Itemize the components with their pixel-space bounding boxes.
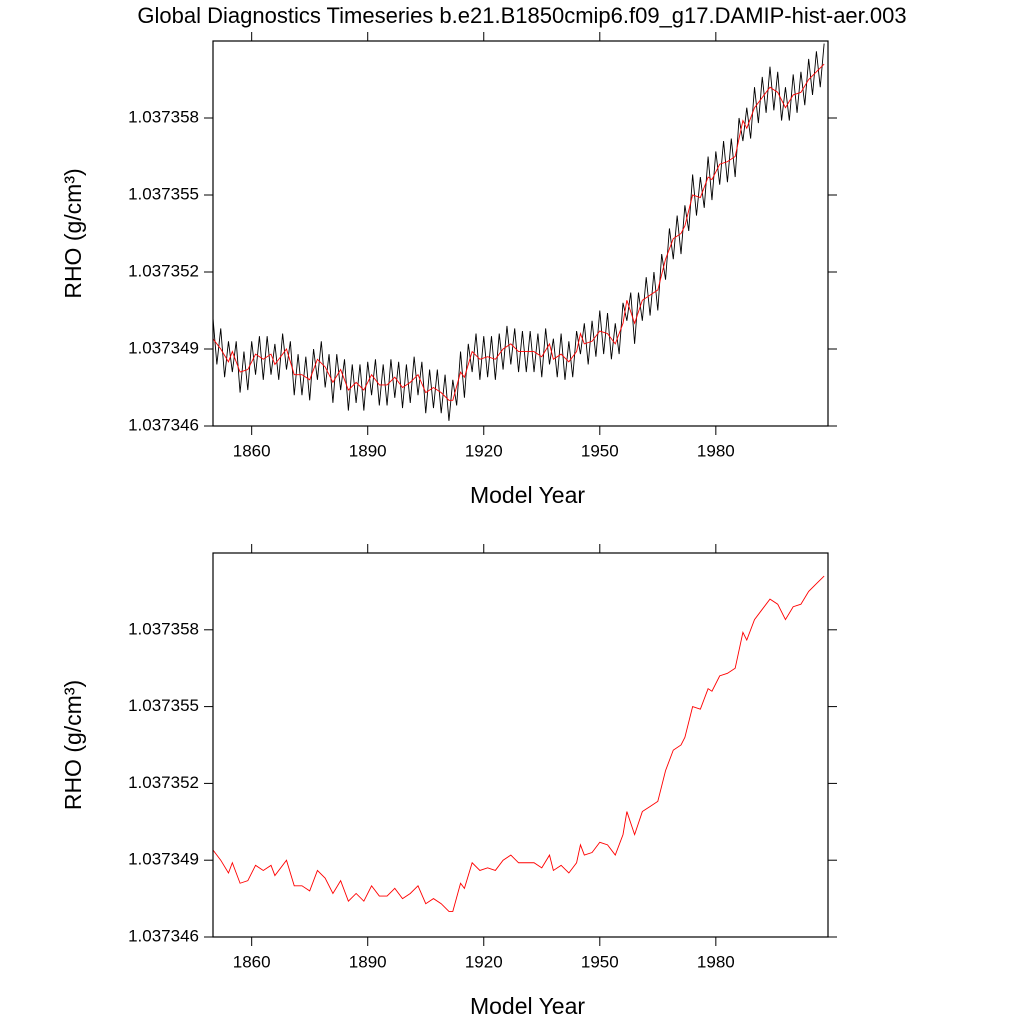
x-tick-label: 1920 [465, 952, 503, 971]
x-tick-label: 1950 [581, 952, 619, 971]
data-line [212, 63, 825, 401]
x-tick-label: 1920 [465, 441, 503, 460]
y-tick-label: 1.037355 [128, 184, 199, 203]
y-tick-label: 1.037358 [128, 107, 199, 126]
y-tick-label: 1.037349 [128, 850, 199, 869]
y-tick-label: 1.037346 [128, 415, 199, 434]
y-tick-label: 1.037352 [128, 261, 199, 280]
x-tick-label: 1980 [697, 441, 735, 460]
y-tick-label: 1.037355 [128, 696, 199, 715]
y-tick-label: 1.037352 [128, 773, 199, 792]
plot-frame [212, 552, 829, 938]
y-tick-label: 1.037346 [128, 926, 199, 945]
y-tick-label: 1.037358 [128, 619, 199, 638]
x-tick-label: 1860 [233, 441, 271, 460]
data-line [212, 43, 825, 421]
x-axis-label: Model Year [470, 993, 585, 1019]
x-tick-label: 1890 [349, 441, 387, 460]
data-line [212, 575, 825, 912]
y-axis-label: RHO (g/cm³) [60, 680, 86, 810]
x-axis-label: Model Year [470, 482, 585, 508]
y-tick-label: 1.037349 [128, 338, 199, 357]
x-tick-label: 1890 [349, 952, 387, 971]
x-tick-label: 1980 [697, 952, 735, 971]
x-tick-label: 1950 [581, 441, 619, 460]
y-axis-label: RHO (g/cm³) [60, 168, 86, 298]
plot-frame [212, 40, 829, 427]
chart-title: Global Diagnostics Timeseries b.e21.B185… [137, 3, 906, 28]
x-tick-label: 1860 [233, 952, 271, 971]
